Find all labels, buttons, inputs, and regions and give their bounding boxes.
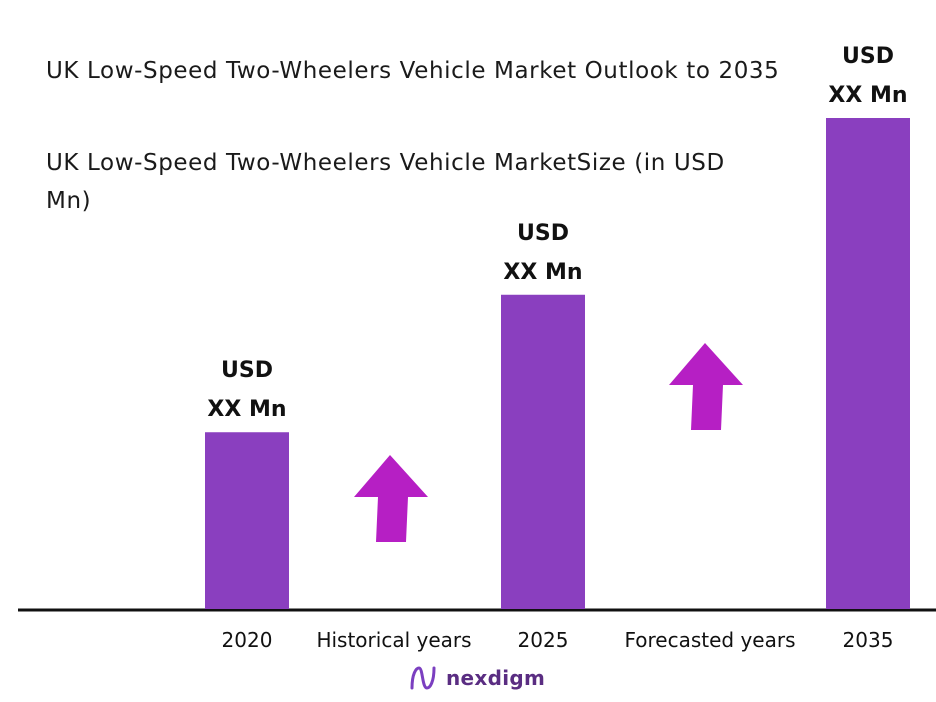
bar-label-line2: XX Mn	[207, 397, 286, 422]
brand-name: nexdigm	[446, 666, 546, 690]
up-arrow-icon	[669, 343, 743, 430]
bar-label-line2: XX Mn	[828, 83, 907, 108]
nexdigm-logo-icon	[410, 666, 436, 690]
bar-label-line2: XX Mn	[503, 260, 582, 285]
bar-label-line1: USD	[517, 221, 569, 246]
bar-2035	[826, 118, 910, 609]
bar-label-line1: USD	[221, 358, 273, 383]
annotation-label: Forecasted years	[624, 628, 795, 652]
annotation-label: Historical years	[316, 628, 471, 652]
category-label-2020: 2020	[222, 628, 273, 652]
brand-logo: nexdigm	[408, 664, 545, 692]
chart-subtitle: UK Low-Speed Two-Wheelers Vehicle Market…	[46, 150, 725, 214]
category-label-2025: 2025	[518, 628, 569, 652]
bar-label-line1: USD	[842, 44, 894, 69]
bar-2020	[205, 432, 289, 609]
bar-2025	[501, 294, 585, 609]
up-arrow-icon	[354, 455, 428, 542]
category-label-2035: 2035	[843, 628, 894, 652]
chart-title: UK Low-Speed Two-Wheelers Vehicle Market…	[46, 58, 780, 84]
